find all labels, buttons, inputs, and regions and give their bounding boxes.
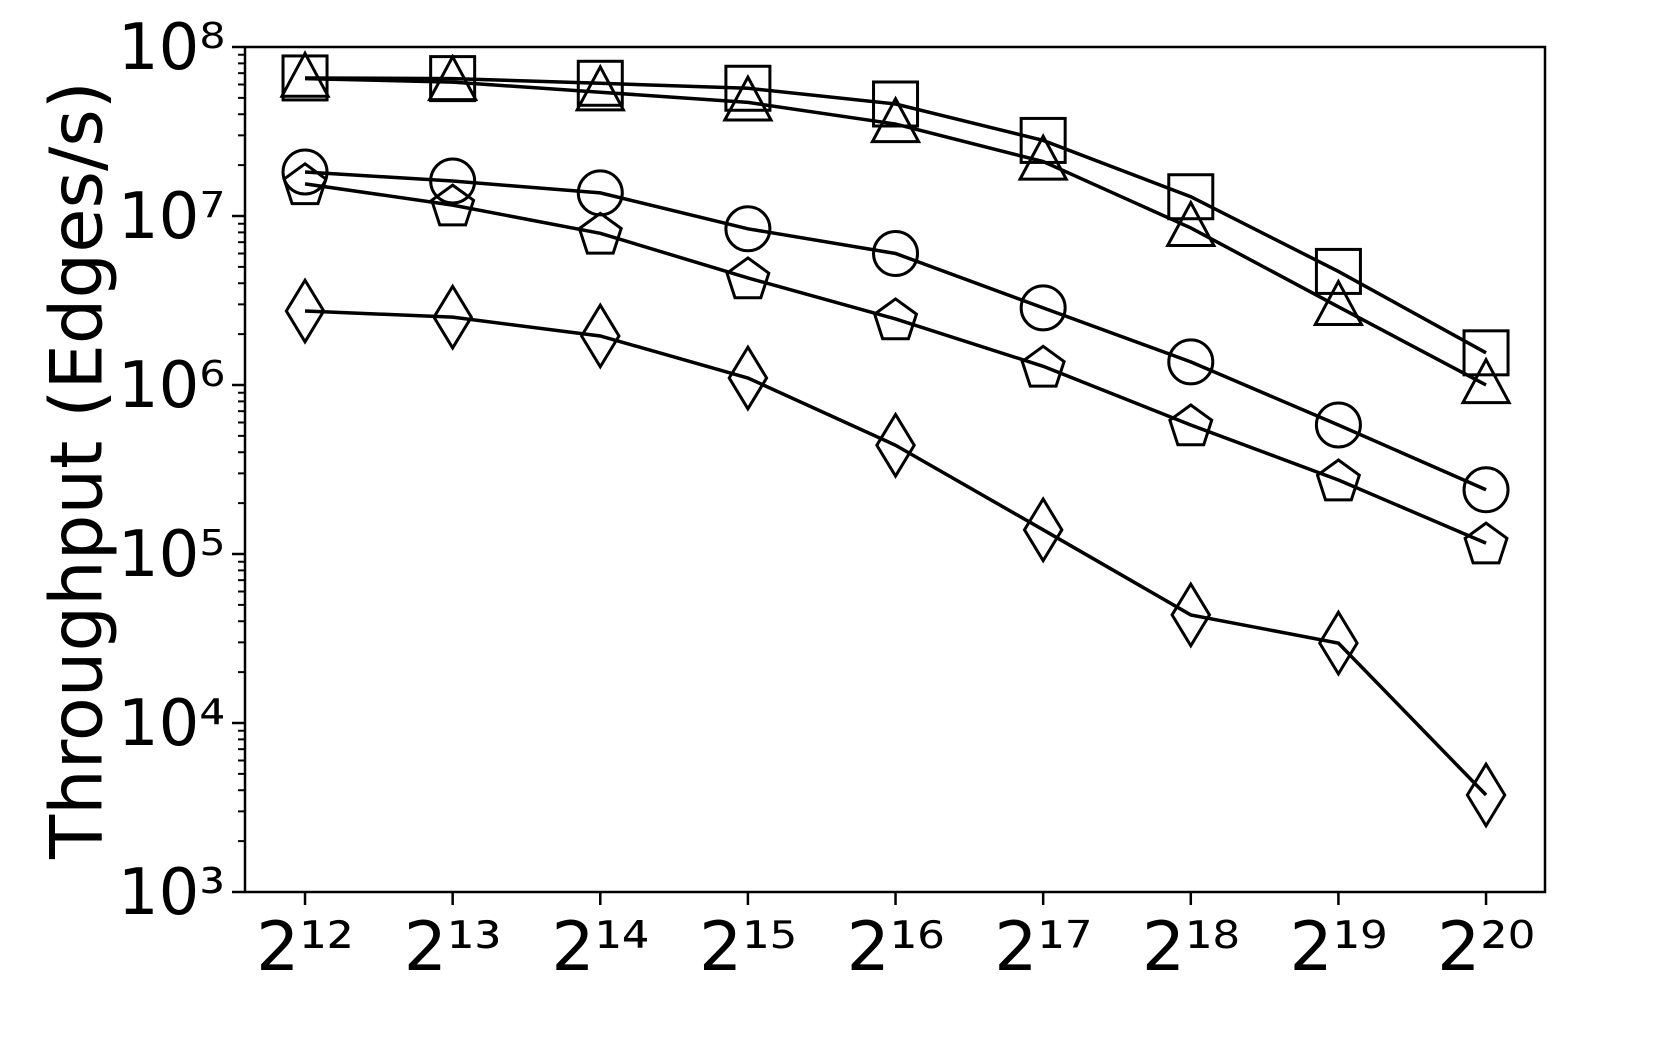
- marker: [1165, 199, 1217, 248]
- series-line: [304, 76, 1487, 387]
- series-line: [304, 170, 1487, 492]
- marker: [1167, 173, 1215, 221]
- marker: [1312, 278, 1365, 326]
- marker: [722, 73, 774, 122]
- y-tick-label: 10³: [118, 856, 225, 930]
- marker: [872, 297, 919, 341]
- marker: [724, 64, 772, 112]
- marker: [872, 229, 920, 277]
- marker: [1020, 344, 1066, 388]
- marker: [429, 183, 476, 227]
- marker: [577, 211, 623, 255]
- marker: [1314, 401, 1362, 449]
- marker: [875, 411, 916, 479]
- y-tick-label: 10⁴: [118, 687, 225, 761]
- marker: [576, 59, 624, 107]
- marker: [1168, 403, 1214, 447]
- marker: [1022, 496, 1064, 564]
- marker: [1017, 133, 1069, 181]
- marker: [429, 157, 477, 205]
- marker: [1463, 521, 1509, 565]
- marker: [1317, 609, 1359, 677]
- y-tick-label: 10⁷: [118, 180, 225, 254]
- y-axis-label: Throughput (Edges/s): [35, 81, 119, 860]
- marker: [281, 148, 329, 196]
- marker: [284, 277, 326, 345]
- marker: [1315, 458, 1362, 502]
- marker: [579, 302, 621, 370]
- marker: [279, 50, 331, 98]
- y-tick-label: 10⁶: [118, 349, 225, 423]
- marker: [1019, 284, 1067, 332]
- x-tick-label: 2¹³: [404, 908, 502, 987]
- marker: [1314, 247, 1362, 295]
- x-tick-label: 2¹⁹: [1290, 908, 1388, 987]
- x-tick-label: 2²⁰: [1437, 908, 1535, 987]
- marker: [1462, 466, 1510, 514]
- x-tick-label: 2¹⁷: [994, 908, 1092, 987]
- x-tick-label: 2¹⁸: [1142, 908, 1240, 987]
- marker: [725, 256, 771, 300]
- x-tick-label: 2¹⁶: [847, 908, 945, 987]
- marker: [574, 63, 626, 112]
- marker: [727, 344, 769, 412]
- marker: [282, 161, 328, 206]
- marker: [1170, 581, 1212, 649]
- series-line: [304, 309, 1488, 797]
- marker: [872, 80, 920, 128]
- y-tick-label: 10⁵: [118, 518, 225, 592]
- marker: [1462, 329, 1510, 377]
- marker: [1167, 338, 1215, 386]
- series-line: [304, 182, 1487, 545]
- plot-frame: [243, 45, 1547, 894]
- marker: [869, 95, 922, 144]
- y-tick-label: 10⁸: [118, 11, 225, 85]
- marker: [427, 53, 479, 102]
- x-tick-label: 2¹⁴: [551, 908, 649, 987]
- series-line: [305, 76, 1487, 355]
- x-tick-label: 2¹²: [256, 908, 354, 987]
- marker: [432, 283, 474, 351]
- marker: [1460, 356, 1512, 405]
- marker: [1465, 761, 1507, 829]
- x-tick-label: 2¹⁵: [699, 908, 797, 987]
- marker: [724, 205, 772, 253]
